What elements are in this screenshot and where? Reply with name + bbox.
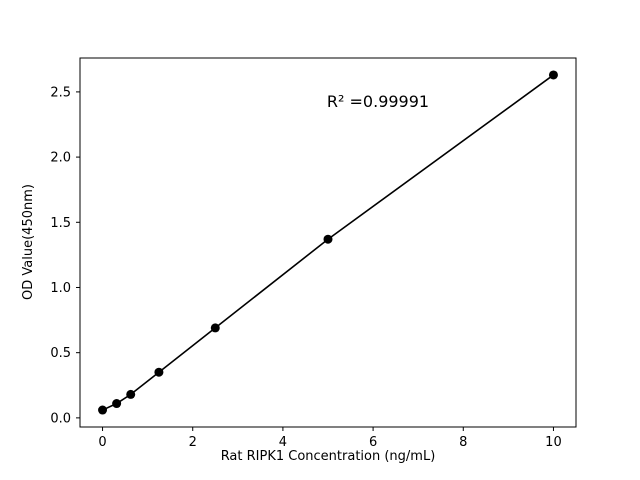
y-tick-label: 0.5 [50, 346, 71, 361]
y-tick-label: 0.0 [50, 411, 71, 426]
x-tick-label: 10 [545, 435, 562, 450]
y-tick-label: 2.5 [50, 85, 71, 100]
x-tick-label: 6 [369, 435, 377, 450]
x-tick-label: 4 [279, 435, 287, 450]
x-tick-label: 2 [189, 435, 197, 450]
y-tick-label: 1.5 [50, 216, 71, 231]
x-axis-label: Rat RIPK1 Concentration (ng/mL) [221, 449, 436, 464]
y-tick-label: 1.0 [50, 281, 71, 296]
r-squared-annotation: R² =0.99991 [327, 92, 429, 111]
fit-line [102, 74, 554, 411]
x-tick-label: 8 [459, 435, 467, 450]
plot-border [79, 57, 577, 428]
y-axis-label: OD Value(450nm) [21, 184, 36, 300]
x-tick-label: 0 [98, 435, 106, 450]
y-tick-label: 2.0 [50, 151, 71, 166]
